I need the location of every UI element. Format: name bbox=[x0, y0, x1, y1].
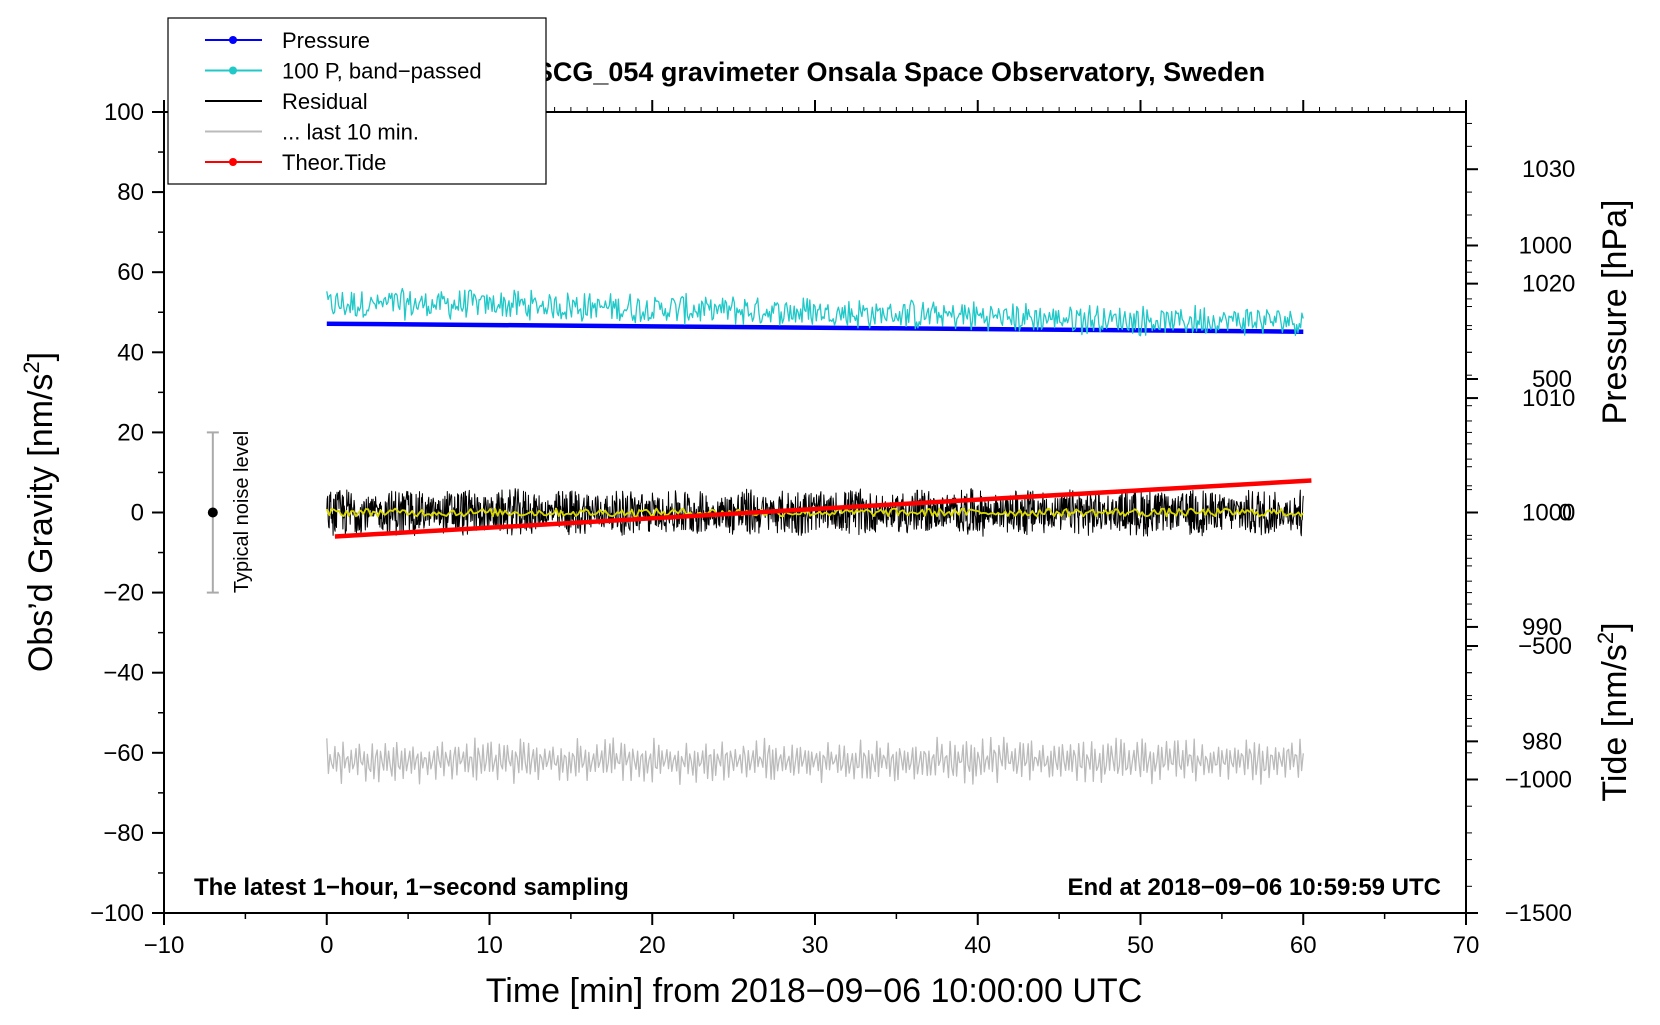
y-tick-label: 40 bbox=[117, 339, 144, 366]
tick-layer: −10 0 10 20 30 40 50 60 70−100−80−60−40−20020406… bbox=[90, 99, 1575, 959]
series-theor-tide bbox=[334, 478, 1312, 539]
pressure-tick-label: 980 bbox=[1522, 728, 1562, 755]
series-smoothed-residual bbox=[325, 507, 1304, 518]
tide-tick-label: −1000 bbox=[1505, 767, 1572, 794]
y-tick-label: −40 bbox=[103, 660, 144, 687]
x-tick-label: 60 bbox=[1290, 932, 1317, 959]
x-tick-label: −10 bbox=[144, 932, 185, 959]
y-axis-title-pressure: Pressure [hPa] bbox=[1596, 200, 1634, 425]
series-layer bbox=[325, 287, 1312, 786]
legend: Pressure 100 P, band−passed Residual ... la… bbox=[167, 17, 547, 185]
series-residual bbox=[326, 488, 1304, 537]
y-axis-title-tide: Tide [nm/s2] bbox=[1593, 622, 1634, 801]
y-tick-label: −60 bbox=[103, 740, 144, 767]
series-100-p-band-passed bbox=[326, 287, 1304, 337]
legend-label: Theor.Tide bbox=[282, 150, 386, 175]
pressure-tick-label: 990 bbox=[1522, 614, 1562, 641]
x-tick-label: 20 bbox=[639, 932, 666, 959]
pressure-tick-label: 1020 bbox=[1522, 271, 1575, 298]
y-tick-label: 80 bbox=[117, 179, 144, 206]
legend-label: 100 P, band−passed bbox=[282, 59, 482, 84]
x-tick-label: 30 bbox=[802, 932, 829, 959]
tide-tick-label: 1000 bbox=[1519, 233, 1572, 260]
x-axis-title: Time [min] from 2018−09−06 10:00:00 UTC bbox=[486, 972, 1142, 1010]
sampling-note: The latest 1−hour, 1−second sampling bbox=[194, 874, 629, 901]
y-tick-label: −100 bbox=[90, 900, 144, 927]
series-last-10-min bbox=[326, 736, 1304, 786]
legend-marker bbox=[229, 158, 237, 166]
legend-marker bbox=[229, 66, 237, 75]
legend-label: Residual bbox=[282, 89, 368, 114]
x-tick-label: 70 bbox=[1453, 932, 1480, 959]
y-tick-label: 0 bbox=[131, 500, 144, 527]
pressure-tick-label: 1010 bbox=[1522, 385, 1575, 412]
y-tick-label: 60 bbox=[117, 259, 144, 286]
x-tick-label: 0 bbox=[320, 932, 333, 959]
x-tick-label: 40 bbox=[964, 932, 991, 959]
legend-label: Pressure bbox=[282, 28, 370, 53]
tide-tick-label: 500 bbox=[1532, 366, 1572, 393]
tide-tick-label: 0 bbox=[1559, 500, 1572, 527]
y-tick-label: −80 bbox=[103, 820, 144, 847]
legend-marker bbox=[229, 36, 237, 44]
pressure-tick-label: 1000 bbox=[1522, 500, 1575, 527]
pressure-tick-label: 1030 bbox=[1522, 156, 1575, 183]
end-time-note: End at 2018−09−06 10:59:59 UTC bbox=[1067, 874, 1441, 901]
legend-label: ... last 10 min. bbox=[282, 120, 419, 145]
tide-tick-label: −1500 bbox=[1505, 900, 1572, 927]
series-pressure bbox=[326, 321, 1304, 334]
y-tick-label: −20 bbox=[103, 580, 144, 607]
y-tick-label: 20 bbox=[117, 419, 144, 446]
x-tick-label: 50 bbox=[1127, 932, 1154, 959]
noise-bar-dot bbox=[207, 507, 218, 518]
noise-bar: Typical noise level bbox=[206, 431, 253, 594]
x-tick-label: 10 bbox=[476, 932, 503, 959]
y-axis-title-gravity: Obs’d Gravity [nm/s2] bbox=[19, 352, 60, 672]
y-tick-label: 100 bbox=[104, 99, 144, 126]
chart-title: SCG_054 gravimeter Onsala Space Observat… bbox=[535, 57, 1265, 87]
tide-tick-label: −500 bbox=[1518, 633, 1572, 660]
noise-bar-label: Typical noise level bbox=[231, 431, 253, 593]
